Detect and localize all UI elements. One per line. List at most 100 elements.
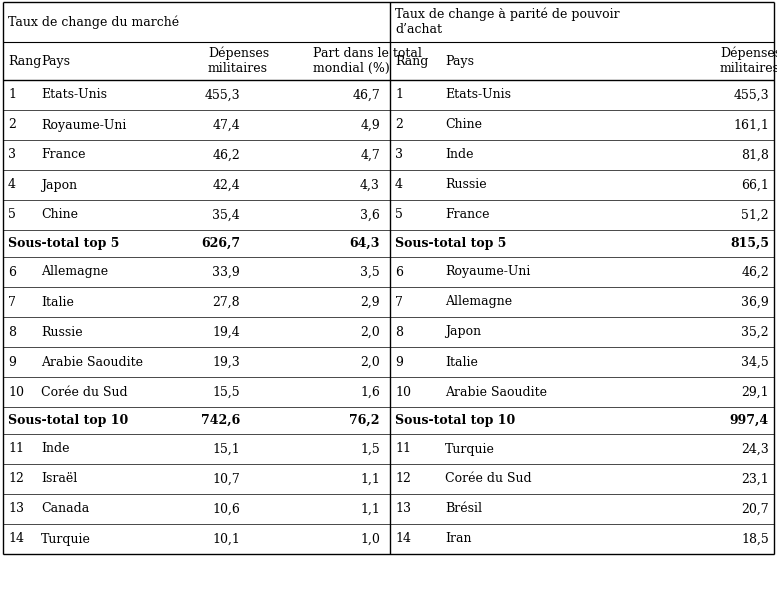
Text: 11: 11 <box>395 442 411 455</box>
Text: 5: 5 <box>395 208 403 222</box>
Text: 4,3: 4,3 <box>360 178 380 191</box>
Text: Sous-total top 5: Sous-total top 5 <box>8 237 120 250</box>
Text: Royaume-Uni: Royaume-Uni <box>41 119 127 131</box>
Text: 10,7: 10,7 <box>212 472 240 486</box>
Text: 19,4: 19,4 <box>212 326 240 338</box>
Text: 36,9: 36,9 <box>741 296 769 309</box>
Text: 19,3: 19,3 <box>212 356 240 368</box>
Text: Arabie Saoudite: Arabie Saoudite <box>41 356 143 368</box>
Text: 10: 10 <box>8 386 24 398</box>
Text: 2: 2 <box>8 119 16 131</box>
Text: 6: 6 <box>8 266 16 279</box>
Text: 51,2: 51,2 <box>741 208 769 222</box>
Text: 35,4: 35,4 <box>212 208 240 222</box>
Text: 14: 14 <box>395 533 411 546</box>
Text: Pays: Pays <box>445 54 474 67</box>
Text: Russie: Russie <box>445 178 486 191</box>
Text: 1: 1 <box>395 89 403 101</box>
Text: Dépenses
militaires: Dépenses militaires <box>208 47 269 75</box>
Text: 34,5: 34,5 <box>741 356 769 368</box>
Text: 33,9: 33,9 <box>212 266 240 279</box>
Text: Russie: Russie <box>41 326 82 338</box>
Text: Corée du Sud: Corée du Sud <box>41 386 127 398</box>
Text: 1,1: 1,1 <box>360 472 380 486</box>
Text: 3,6: 3,6 <box>360 208 380 222</box>
Text: Royaume-Uni: Royaume-Uni <box>445 266 531 279</box>
Text: Etats-Unis: Etats-Unis <box>445 89 511 101</box>
Text: 1,0: 1,0 <box>360 533 380 546</box>
Text: 2,0: 2,0 <box>361 326 380 338</box>
Text: 23,1: 23,1 <box>741 472 769 486</box>
Text: Taux de change à parité de pouvoir
d’achat: Taux de change à parité de pouvoir d’ach… <box>395 8 619 36</box>
Text: 455,3: 455,3 <box>204 89 240 101</box>
Text: 76,2: 76,2 <box>350 414 380 427</box>
Text: 3,5: 3,5 <box>361 266 380 279</box>
Text: 2,9: 2,9 <box>361 296 380 309</box>
Text: Pays: Pays <box>41 54 70 67</box>
Text: 46,2: 46,2 <box>741 266 769 279</box>
Text: Japon: Japon <box>445 326 481 338</box>
Text: Inde: Inde <box>41 442 69 455</box>
Text: Allemagne: Allemagne <box>41 266 108 279</box>
Text: Italie: Italie <box>445 356 478 368</box>
Text: 3: 3 <box>8 148 16 161</box>
Text: 9: 9 <box>395 356 403 368</box>
Text: 6: 6 <box>395 266 403 279</box>
Text: 11: 11 <box>8 442 24 455</box>
Text: France: France <box>445 208 490 222</box>
Text: 13: 13 <box>8 502 24 516</box>
Text: Rang: Rang <box>395 54 428 67</box>
Text: 5: 5 <box>8 208 16 222</box>
Text: 46,7: 46,7 <box>352 89 380 101</box>
Text: 997,4: 997,4 <box>730 414 769 427</box>
Text: Etats-Unis: Etats-Unis <box>41 89 107 101</box>
Text: 18,5: 18,5 <box>741 533 769 546</box>
Text: Israël: Israël <box>41 472 77 486</box>
Text: 455,3: 455,3 <box>733 89 769 101</box>
Text: Chine: Chine <box>41 208 78 222</box>
Text: Sous-total top 5: Sous-total top 5 <box>395 237 507 250</box>
Text: Sous-total top 10: Sous-total top 10 <box>8 414 128 427</box>
Text: Brésil: Brésil <box>445 502 482 516</box>
Text: 4: 4 <box>395 178 403 191</box>
Text: 626,7: 626,7 <box>201 237 240 250</box>
Text: 12: 12 <box>8 472 24 486</box>
Text: 4,9: 4,9 <box>361 119 380 131</box>
Text: 20,7: 20,7 <box>741 502 769 516</box>
Text: 12: 12 <box>395 472 411 486</box>
Text: 2,0: 2,0 <box>361 356 380 368</box>
Text: Italie: Italie <box>41 296 74 309</box>
Text: 8: 8 <box>8 326 16 338</box>
Text: Iran: Iran <box>445 533 472 546</box>
Text: 7: 7 <box>395 296 403 309</box>
Text: Rang: Rang <box>8 54 41 67</box>
Text: 4: 4 <box>8 178 16 191</box>
Text: 10,1: 10,1 <box>212 533 240 546</box>
Text: Taux de change du marché: Taux de change du marché <box>8 15 179 29</box>
Text: Chine: Chine <box>445 119 482 131</box>
Text: 10,6: 10,6 <box>212 502 240 516</box>
Text: 815,5: 815,5 <box>730 237 769 250</box>
Text: Canada: Canada <box>41 502 89 516</box>
Text: 7: 7 <box>8 296 16 309</box>
Text: 13: 13 <box>395 502 411 516</box>
Text: Allemagne: Allemagne <box>445 296 512 309</box>
Text: 10: 10 <box>395 386 411 398</box>
Text: Corée du Sud: Corée du Sud <box>445 472 531 486</box>
Text: 1,6: 1,6 <box>360 386 380 398</box>
Text: 9: 9 <box>8 356 16 368</box>
Text: Turquie: Turquie <box>41 533 91 546</box>
Text: 161,1: 161,1 <box>733 119 769 131</box>
Text: 15,5: 15,5 <box>212 386 240 398</box>
Text: Turquie: Turquie <box>445 442 495 455</box>
Text: 8: 8 <box>395 326 403 338</box>
Text: Inde: Inde <box>445 148 473 161</box>
Text: 42,4: 42,4 <box>212 178 240 191</box>
Text: 4,7: 4,7 <box>361 148 380 161</box>
Text: 24,3: 24,3 <box>741 442 769 455</box>
Text: 66,1: 66,1 <box>741 178 769 191</box>
Text: 1: 1 <box>8 89 16 101</box>
Text: 46,2: 46,2 <box>212 148 240 161</box>
Text: 3: 3 <box>395 148 403 161</box>
Text: 64,3: 64,3 <box>350 237 380 250</box>
